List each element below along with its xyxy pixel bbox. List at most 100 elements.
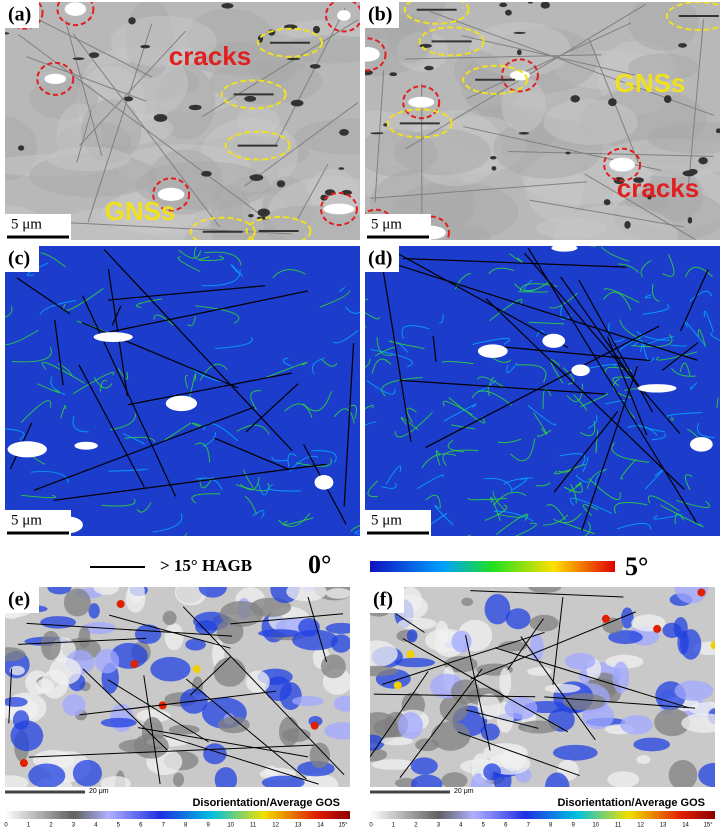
colorbar-tick: 15°	[338, 823, 348, 829]
strain-line	[496, 513, 528, 518]
crack-void	[365, 47, 380, 62]
label-box	[370, 587, 404, 613]
gos-patch	[505, 608, 531, 630]
strain-line	[230, 264, 244, 278]
strain-line	[441, 360, 474, 365]
texture	[236, 107, 281, 134]
pore	[603, 199, 611, 206]
gos-patch	[698, 762, 715, 787]
pore	[687, 217, 693, 224]
strain-line	[50, 376, 66, 396]
strain-line	[57, 363, 73, 377]
gns-circle	[403, 2, 470, 25]
strain-line	[527, 405, 557, 426]
grain-boundary	[182, 606, 345, 776]
gos-patch	[40, 630, 61, 660]
strain-line	[12, 346, 52, 363]
grain-boundary	[584, 173, 696, 240]
strain-line	[39, 300, 76, 315]
void	[93, 332, 133, 342]
strain-line	[365, 298, 369, 301]
grain-boundary	[470, 611, 636, 680]
grain-boundary	[72, 33, 221, 228]
strain-line	[566, 246, 596, 248]
gns-circle	[256, 27, 323, 58]
gos-patch	[527, 667, 552, 676]
label-box	[365, 246, 399, 272]
grain-boundary	[373, 693, 536, 698]
void	[477, 344, 508, 358]
strain-line	[191, 493, 221, 504]
strain-line	[448, 397, 486, 424]
grain-boundary	[552, 596, 564, 685]
strain-line	[536, 429, 552, 437]
hot-spot	[310, 721, 319, 730]
hot-spot	[697, 588, 706, 597]
strain-line	[381, 482, 397, 489]
gos-patch	[5, 647, 26, 662]
gos-patch	[654, 708, 690, 737]
strain-line	[689, 290, 713, 302]
strain-line	[194, 442, 211, 463]
strain-line	[560, 302, 572, 320]
grain-boundary	[457, 731, 580, 777]
grain-boundary	[404, 54, 602, 60]
strain-line	[406, 407, 417, 423]
strain-line	[656, 351, 698, 361]
gos-patch	[499, 667, 512, 697]
gos-patch	[371, 759, 416, 770]
panel-label: (f)	[373, 589, 393, 611]
strain-line	[272, 269, 306, 279]
colorbar-tick: 0	[4, 823, 8, 829]
strain-line	[333, 408, 355, 424]
grain-boundary	[382, 631, 545, 685]
strain-line	[670, 344, 688, 347]
gos-patch	[444, 656, 478, 673]
grain-boundary	[374, 70, 385, 203]
colorbar-title: Disorientation/Average GOS	[557, 797, 705, 809]
colorbar-tick: 6	[504, 823, 508, 829]
gos-patch	[498, 640, 528, 652]
strain-line	[250, 390, 262, 410]
strain-line	[425, 494, 441, 509]
pore	[128, 17, 136, 25]
strain-line	[278, 512, 311, 527]
grain-boundary	[108, 285, 266, 301]
gos-patch	[370, 665, 399, 677]
grain-boundary	[17, 33, 263, 217]
grain-boundary	[243, 102, 359, 187]
strain-line	[21, 494, 56, 499]
colorbar-tick: 11	[615, 823, 622, 829]
pore	[221, 3, 234, 9]
gns-circle	[189, 216, 256, 240]
pore	[647, 194, 652, 200]
pore	[516, 49, 522, 56]
grain-boundary	[661, 342, 699, 371]
gos-patch	[681, 713, 715, 733]
gos-patch	[544, 683, 581, 694]
gos-patch	[370, 640, 398, 668]
strain-line	[703, 310, 714, 333]
strain-line	[553, 512, 582, 524]
pore	[540, 2, 551, 9]
grain-boundary	[680, 269, 709, 332]
texture	[454, 49, 502, 93]
grain-boundary	[18, 637, 147, 645]
hot-spot	[130, 660, 139, 669]
strain-line	[588, 477, 621, 501]
gos-patch	[172, 772, 185, 787]
panel-label: (d)	[368, 248, 392, 270]
grain-boundary	[76, 110, 92, 163]
label-box	[5, 2, 39, 28]
pore	[490, 156, 497, 160]
gos-patch	[680, 629, 702, 660]
grain-boundary	[202, 19, 359, 117]
grain-boundary	[688, 19, 705, 185]
strain-line	[506, 362, 518, 374]
strain-line	[201, 269, 241, 287]
colorbar-tick: 14	[317, 823, 324, 829]
strain-line	[600, 246, 629, 262]
panel	[5, 587, 350, 787]
strain-line	[193, 246, 210, 260]
strain-line	[93, 376, 113, 389]
